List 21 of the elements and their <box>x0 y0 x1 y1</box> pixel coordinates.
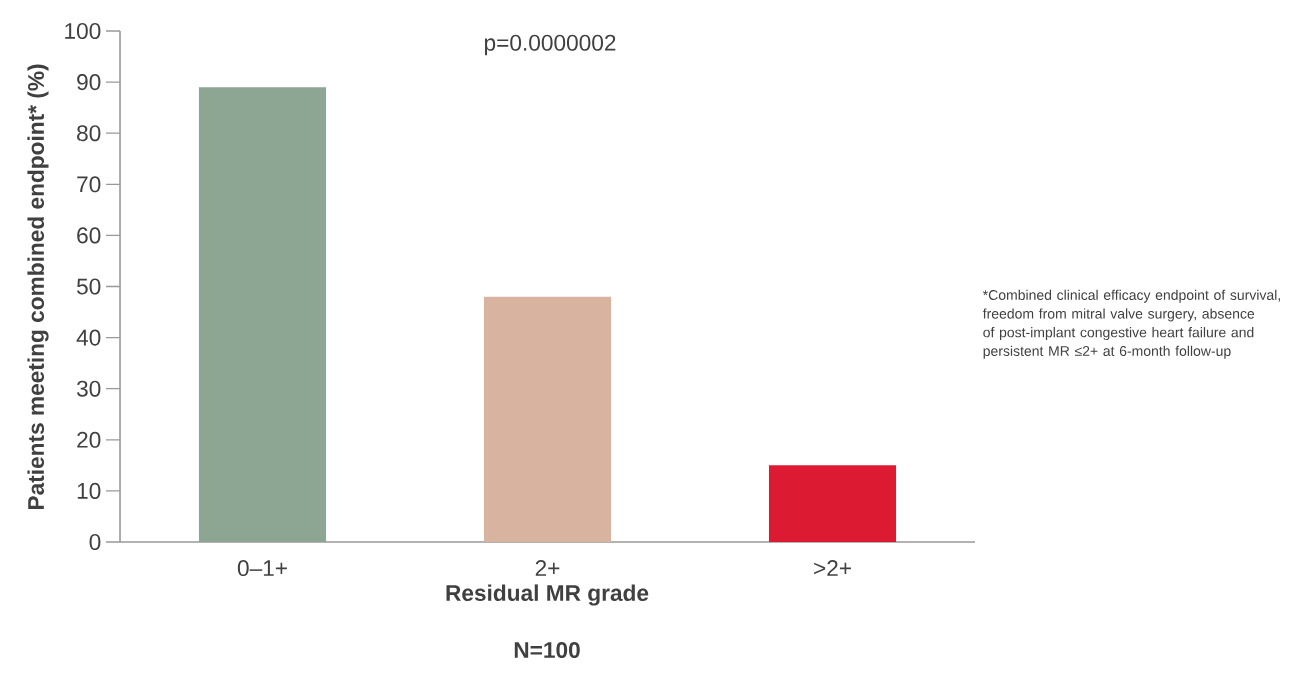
bar <box>483 296 612 542</box>
x-tick-label: 0–1+ <box>237 560 287 577</box>
x-axis-title: Residual MR grade <box>446 584 649 606</box>
y-tick-label: 10 <box>77 482 101 499</box>
y-tick-label: 0 <box>89 533 101 551</box>
text: N=100 <box>514 641 580 659</box>
annotation: p=0.0000002 <box>484 34 616 56</box>
y-tick-label: 30 <box>76 380 101 397</box>
y-tick-label: 70 <box>77 176 101 193</box>
y-axis-title: Patients meeting combined endpoint* (%) <box>27 64 49 510</box>
y-tick-label: 20 <box>77 431 101 448</box>
y-tick-label: 90 <box>77 74 101 91</box>
y-tick-label: 100 <box>65 22 101 40</box>
y-tick-label: 60 <box>77 227 101 244</box>
y-tick-label: 40 <box>76 329 101 346</box>
bar <box>768 465 897 542</box>
x-tick-label: >2+ <box>814 560 851 576</box>
y-tick-label: 80 <box>77 125 101 142</box>
y-tick-label: 50 <box>76 278 101 295</box>
x-tick-label: 2+ <box>535 560 560 576</box>
text: *Combined clinical efficacy endpoint of survival, freedom from mitral valve surgery, absence of post-implant congestive heart failure and persistent MR ≤2+ at 6-month follow-up <box>982 289 1280 359</box>
